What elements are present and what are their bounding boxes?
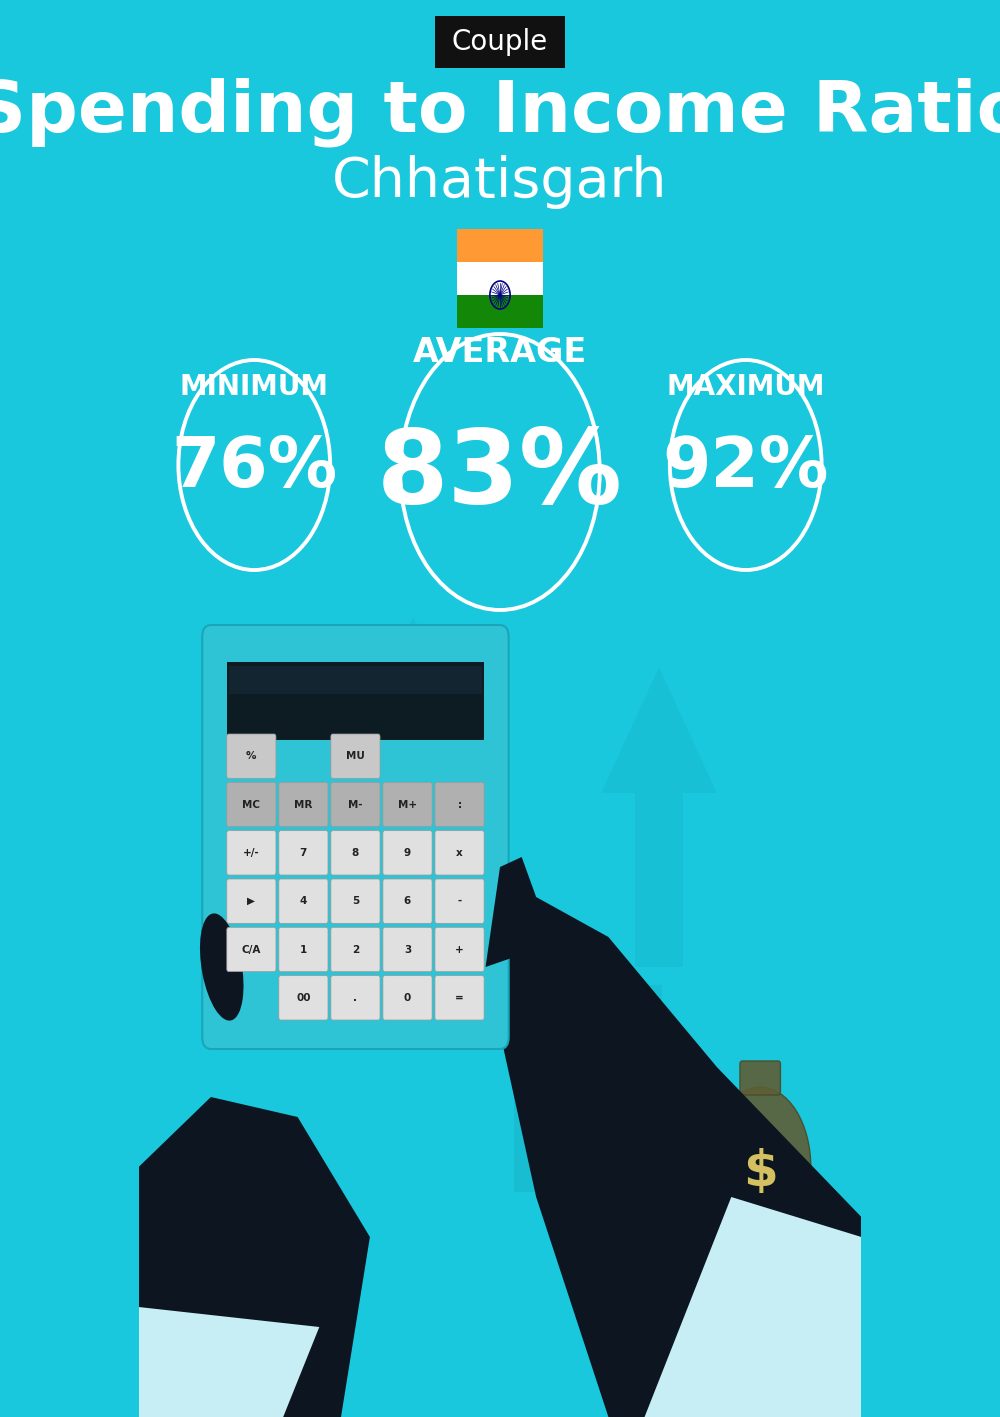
- Text: 7: 7: [300, 847, 307, 857]
- Text: 8: 8: [352, 847, 359, 857]
- Text: 0: 0: [404, 993, 411, 1003]
- Text: =: =: [455, 993, 464, 1003]
- FancyBboxPatch shape: [227, 879, 276, 924]
- Text: 00: 00: [296, 993, 311, 1003]
- Polygon shape: [334, 616, 493, 777]
- Text: +: +: [455, 945, 464, 955]
- FancyBboxPatch shape: [279, 830, 328, 876]
- FancyBboxPatch shape: [457, 230, 543, 262]
- Text: M+: M+: [398, 799, 417, 809]
- FancyBboxPatch shape: [457, 262, 543, 295]
- FancyBboxPatch shape: [227, 734, 276, 778]
- FancyBboxPatch shape: [279, 976, 328, 1020]
- Polygon shape: [380, 777, 447, 998]
- FancyBboxPatch shape: [383, 976, 432, 1020]
- FancyBboxPatch shape: [435, 830, 484, 876]
- FancyBboxPatch shape: [279, 927, 328, 972]
- FancyBboxPatch shape: [740, 1061, 780, 1095]
- FancyBboxPatch shape: [331, 830, 380, 876]
- FancyBboxPatch shape: [229, 666, 482, 694]
- Polygon shape: [601, 667, 717, 794]
- FancyBboxPatch shape: [331, 976, 380, 1020]
- FancyBboxPatch shape: [435, 976, 484, 1020]
- FancyBboxPatch shape: [383, 927, 432, 972]
- Text: 2: 2: [352, 945, 359, 955]
- Text: -: -: [457, 896, 462, 905]
- Text: MAXIMUM: MAXIMUM: [666, 373, 825, 401]
- FancyBboxPatch shape: [640, 1170, 721, 1186]
- Text: M-: M-: [348, 799, 363, 809]
- Text: :: :: [457, 799, 462, 809]
- Text: 76%: 76%: [171, 434, 337, 500]
- FancyBboxPatch shape: [435, 927, 484, 972]
- Text: Couple: Couple: [452, 28, 548, 57]
- Text: 9: 9: [404, 847, 411, 857]
- FancyBboxPatch shape: [640, 1124, 721, 1138]
- Text: +/-: +/-: [243, 847, 260, 857]
- Text: 1: 1: [300, 945, 307, 955]
- FancyBboxPatch shape: [640, 1139, 721, 1153]
- FancyBboxPatch shape: [227, 830, 276, 876]
- FancyBboxPatch shape: [331, 879, 380, 924]
- FancyBboxPatch shape: [640, 1203, 721, 1219]
- Text: $: $: [652, 1185, 673, 1213]
- Text: 6: 6: [404, 896, 411, 905]
- FancyBboxPatch shape: [383, 830, 432, 876]
- Ellipse shape: [200, 914, 244, 1020]
- Text: MC: MC: [242, 799, 260, 809]
- FancyBboxPatch shape: [331, 782, 380, 826]
- Polygon shape: [507, 973, 710, 1074]
- FancyBboxPatch shape: [640, 1107, 721, 1122]
- Text: %: %: [246, 751, 257, 761]
- FancyBboxPatch shape: [227, 782, 276, 826]
- FancyBboxPatch shape: [227, 927, 276, 972]
- Text: .: .: [353, 993, 357, 1003]
- FancyBboxPatch shape: [640, 1155, 721, 1170]
- FancyBboxPatch shape: [279, 782, 328, 826]
- FancyBboxPatch shape: [595, 1122, 621, 1192]
- FancyBboxPatch shape: [647, 1121, 677, 1146]
- Text: Chhatisgarh: Chhatisgarh: [332, 154, 668, 208]
- FancyBboxPatch shape: [383, 782, 432, 826]
- Polygon shape: [645, 1197, 861, 1417]
- FancyBboxPatch shape: [202, 625, 509, 1049]
- FancyBboxPatch shape: [227, 662, 484, 740]
- FancyBboxPatch shape: [383, 879, 432, 924]
- FancyBboxPatch shape: [435, 879, 484, 924]
- Polygon shape: [486, 857, 536, 966]
- Text: 4: 4: [300, 896, 307, 905]
- Polygon shape: [514, 1074, 702, 1192]
- FancyBboxPatch shape: [331, 927, 380, 972]
- Polygon shape: [486, 897, 861, 1417]
- FancyBboxPatch shape: [646, 985, 662, 1024]
- Text: $: $: [743, 1148, 778, 1196]
- Text: 83%: 83%: [377, 425, 623, 526]
- FancyBboxPatch shape: [435, 16, 565, 68]
- Text: C/A: C/A: [242, 945, 261, 955]
- Text: MINIMUM: MINIMUM: [180, 373, 329, 401]
- Text: Spending to Income Ratio: Spending to Income Ratio: [0, 78, 1000, 147]
- FancyBboxPatch shape: [279, 879, 328, 924]
- Text: MU: MU: [346, 751, 365, 761]
- Polygon shape: [139, 1097, 370, 1417]
- Text: 5: 5: [352, 896, 359, 905]
- Text: x: x: [456, 847, 463, 857]
- Ellipse shape: [710, 1087, 811, 1247]
- Ellipse shape: [628, 1142, 697, 1253]
- Polygon shape: [139, 1306, 319, 1417]
- Text: 3: 3: [404, 945, 411, 955]
- FancyBboxPatch shape: [435, 782, 484, 826]
- Text: AVERAGE: AVERAGE: [413, 336, 587, 368]
- Circle shape: [499, 293, 501, 296]
- Text: 92%: 92%: [662, 434, 829, 500]
- Text: ▶: ▶: [247, 896, 255, 905]
- FancyBboxPatch shape: [640, 1187, 721, 1202]
- FancyBboxPatch shape: [331, 734, 380, 778]
- Text: MR: MR: [294, 799, 313, 809]
- Polygon shape: [635, 794, 683, 966]
- FancyBboxPatch shape: [457, 295, 543, 327]
